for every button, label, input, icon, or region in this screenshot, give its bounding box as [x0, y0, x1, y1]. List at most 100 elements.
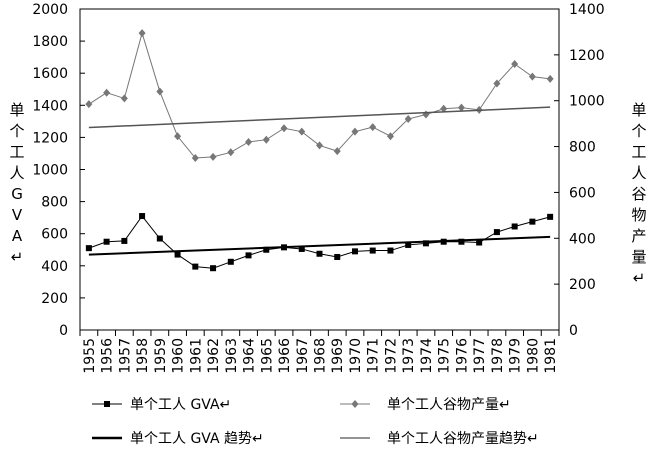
- right-tick-label: 1000: [569, 94, 605, 110]
- data-point: [369, 247, 376, 254]
- data-point: [245, 137, 253, 146]
- x-tick-label: 1970: [348, 338, 364, 374]
- data-point: [156, 235, 163, 242]
- series-layer: [85, 29, 554, 272]
- data-point: [493, 229, 500, 236]
- legend-marker: [351, 400, 359, 408]
- data-point: [174, 132, 182, 141]
- legend-item: 单个工人谷物产量↵: [340, 397, 511, 413]
- series-line: [88, 31, 551, 159]
- legend-label: 单个工人谷物产量趋势↵: [387, 431, 539, 447]
- data-point: [227, 258, 234, 265]
- x-tick-label: 1958: [135, 338, 151, 374]
- x-tick-label: 1966: [277, 338, 293, 374]
- legend: 单个工人 GVA↵ 单个工人谷物产量↵ 单个工人 GVA 趋势↵ 单个工人谷物产量趋势…: [92, 397, 539, 447]
- left-axis-ticks: 0 200 400 600 800 1000 1200 1400 1600 1800 2000: [32, 2, 85, 339]
- x-tick-label: 1961: [188, 338, 204, 374]
- data-point: [316, 141, 323, 150]
- data-point: [476, 239, 483, 246]
- x-tick-label: 1962: [206, 338, 222, 374]
- data-point: [298, 245, 305, 252]
- right-tick-label: 400: [569, 231, 596, 247]
- data-point: [440, 104, 448, 113]
- right-axis-ticks: 0 200 400 600 800 1000 1200 1400: [554, 2, 605, 339]
- left-axis-title-text: 单个工人 G V A ↵: [9, 101, 24, 266]
- plot-frame: [79, 8, 560, 331]
- x-tick-label: 1956: [100, 338, 116, 374]
- data-point: [210, 265, 217, 272]
- left-tick-label: 1800: [32, 34, 68, 50]
- data-point: [103, 88, 111, 97]
- data-point: [263, 246, 270, 253]
- data-point: [458, 238, 465, 245]
- data-point: [139, 213, 146, 220]
- data-point: [138, 29, 146, 38]
- data-point: [191, 154, 199, 163]
- legend-item: 单个工人谷物产量趋势↵: [340, 431, 539, 447]
- data-point: [103, 238, 110, 245]
- trend-line: [88, 106, 551, 129]
- left-tick-label: 0: [59, 323, 68, 339]
- right-tick-label: 0: [569, 323, 578, 339]
- data-point: [351, 248, 358, 255]
- x-tick-label: 1978: [490, 338, 506, 374]
- data-point: [298, 127, 306, 136]
- right-tick-label: 800: [569, 140, 596, 156]
- x-tick-label: 1981: [543, 338, 559, 374]
- right-tick-label: 1200: [569, 48, 605, 64]
- legend-marker: [104, 401, 110, 407]
- x-tick-label: 1972: [383, 338, 399, 374]
- data-point: [422, 110, 430, 119]
- left-tick-label: 400: [41, 259, 68, 275]
- x-tick-label: 1975: [437, 338, 453, 374]
- x-tick-label: 1965: [259, 338, 275, 374]
- x-tick-label: 1963: [224, 338, 240, 374]
- data-point: [528, 72, 536, 81]
- data-point: [493, 79, 501, 88]
- left-tick-label: 1600: [32, 66, 68, 82]
- left-tick-label: 2000: [32, 2, 68, 18]
- left-tick-label: 800: [41, 195, 68, 211]
- data-point: [209, 152, 217, 161]
- right-axis-title: 单个工人谷物产量↵: [631, 101, 646, 287]
- series-1: [85, 29, 554, 163]
- data-point: [174, 251, 181, 258]
- data-point: [192, 263, 199, 270]
- data-point: [511, 60, 519, 69]
- data-point: [387, 247, 394, 254]
- data-point: [316, 250, 323, 257]
- data-point: [405, 241, 412, 248]
- x-tick-label: 1973: [401, 338, 417, 374]
- data-point: [369, 123, 377, 132]
- data-point: [529, 218, 536, 225]
- left-tick-label: 1200: [32, 130, 68, 146]
- right-tick-label: 200: [569, 277, 596, 293]
- legend-item: 单个工人 GVA 趋势↵: [92, 431, 264, 447]
- data-point: [121, 237, 128, 244]
- x-tick-label: 1960: [171, 338, 187, 374]
- x-tick-label: 1974: [419, 338, 435, 374]
- legend-item: 单个工人 GVA↵: [92, 397, 231, 413]
- data-point: [85, 100, 93, 109]
- data-point: [334, 253, 341, 260]
- data-point: [547, 213, 554, 220]
- data-point: [280, 124, 288, 133]
- data-point: [262, 135, 270, 144]
- right-tick-label: 1400: [569, 2, 605, 18]
- x-tick-label: 1979: [508, 338, 524, 374]
- data-point: [511, 223, 518, 230]
- x-tick-label: 1955: [82, 338, 98, 374]
- data-point: [422, 240, 429, 247]
- data-point: [386, 132, 394, 141]
- data-point: [351, 127, 359, 136]
- left-tick-label: 1000: [32, 163, 68, 179]
- data-point: [404, 115, 412, 124]
- x-tick-label: 1959: [153, 338, 169, 374]
- right-tick-label: 600: [569, 185, 596, 201]
- data-point: [546, 74, 554, 83]
- x-tick-label: 1977: [472, 338, 488, 374]
- x-tick-label: 1980: [525, 338, 541, 374]
- data-point: [457, 103, 465, 112]
- x-tick-label: 1976: [454, 338, 470, 374]
